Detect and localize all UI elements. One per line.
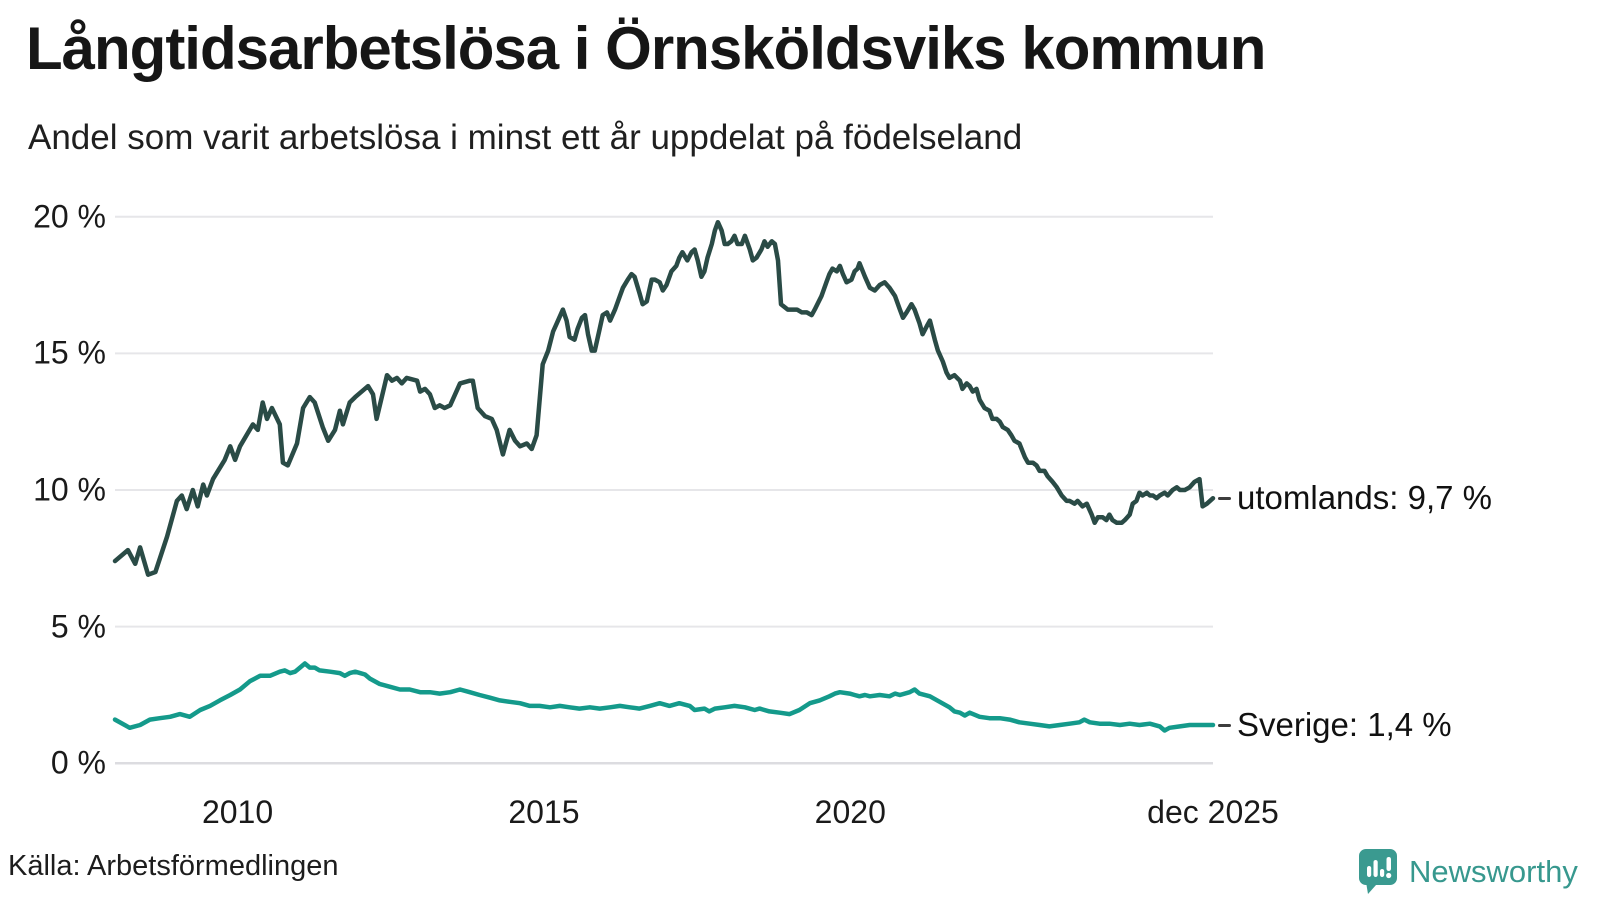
y-tick-15: 15 % [33,334,106,371]
newsworthy-logo: Newsworthy [1358,848,1578,896]
series-label-sverige: Sverige: 1,4 % [1237,706,1452,744]
x-tick-2015: 2015 [508,794,580,830]
y-tick-10: 10 % [33,471,106,508]
x-tick-2020: 2020 [814,794,886,830]
chart-subtitle: Andel som varit arbetslösa i minst ett å… [28,118,1023,157]
x-tick-dec-2025: dec 2025 [1147,794,1279,830]
page-title: Långtidsarbetslösa i Örnsköldsviks kommu… [26,15,1266,82]
source-note: Källa: Arbetsförmedlingen [8,850,339,882]
newsworthy-logo-text: Newsworthy [1409,854,1578,889]
series-label-utomlands: utomlands: 9,7 % [1237,479,1492,517]
series-line-sverige [112,661,1216,733]
x-tick-2010: 2010 [201,794,274,830]
y-tick-0: 0 % [50,744,106,781]
label-connector-sverige [1218,723,1231,727]
newsworthy-logo-icon [1359,849,1397,894]
label-connector-utomlands [1218,496,1231,500]
series-line-utomlands [112,219,1216,577]
y-tick-20: 20 % [33,198,106,235]
y-tick-5: 5 % [50,608,106,645]
